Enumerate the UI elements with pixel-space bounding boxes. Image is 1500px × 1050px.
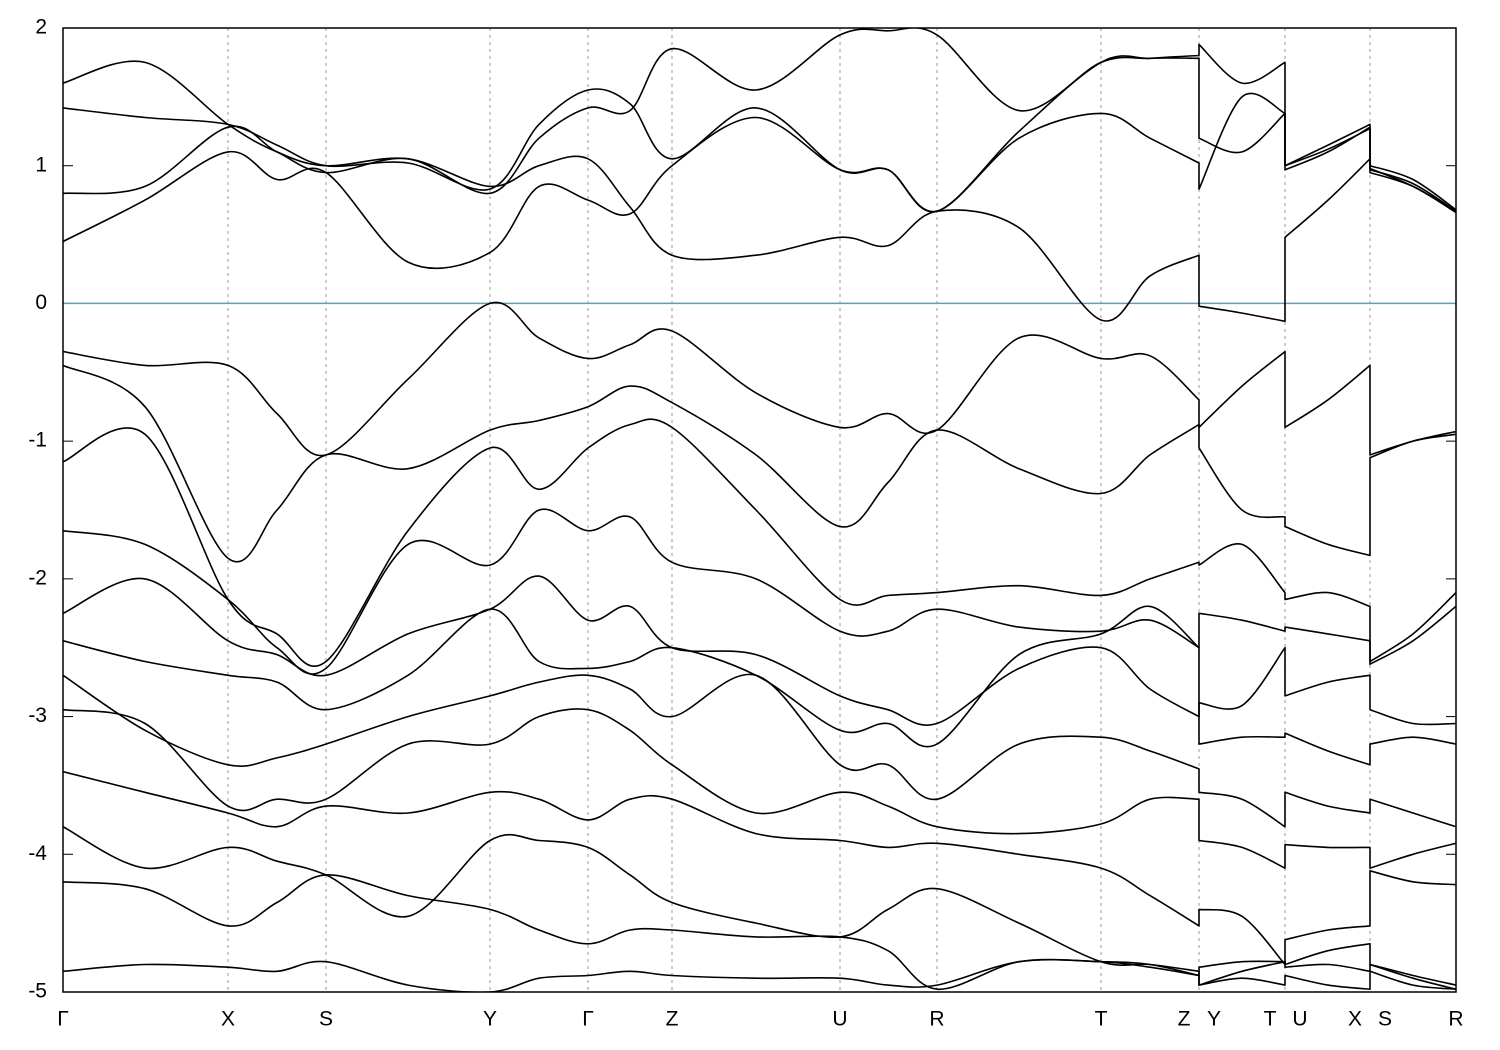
band	[63, 60, 1456, 323]
band	[63, 301, 1456, 457]
y-tick-label: 1	[35, 153, 47, 176]
band	[63, 770, 1456, 966]
x-tick-label: U	[1292, 1008, 1307, 1031]
band	[63, 55, 1456, 213]
y-tick-label: 2	[35, 16, 47, 39]
y-tick-label: -2	[28, 566, 47, 589]
band	[63, 958, 1456, 992]
band	[63, 708, 1456, 869]
band	[63, 92, 1456, 270]
band	[63, 874, 1456, 991]
x-tick-label: X	[221, 1008, 235, 1031]
x-tick-label: T	[1095, 1008, 1108, 1031]
y-tick-label: 0	[35, 291, 47, 314]
x-tick-label: Γ	[582, 1008, 594, 1031]
y-tick-label: -3	[28, 704, 47, 727]
x-tick-label: X	[1348, 1008, 1362, 1031]
x-tick-label: Z	[666, 1008, 679, 1031]
bands	[63, 28, 1456, 992]
band	[63, 28, 1456, 211]
band	[63, 825, 1456, 990]
y-tick-label: -4	[28, 842, 47, 865]
plot-frame	[62, 27, 1457, 993]
x-tick-label: Y	[483, 1008, 497, 1031]
x-tick-label: Y	[1207, 1008, 1221, 1031]
y-tick-label: -5	[28, 980, 47, 1003]
x-tick-label: Γ	[57, 1008, 69, 1031]
x-tick-label: S	[319, 1008, 333, 1031]
band	[63, 364, 1456, 563]
band	[63, 508, 1456, 675]
band	[63, 418, 1456, 668]
y-tick-label: -1	[28, 429, 47, 452]
band	[63, 673, 1456, 828]
x-tick-label: R	[929, 1008, 944, 1031]
x-tick-label: T	[1264, 1008, 1277, 1031]
band	[63, 575, 1456, 726]
grid	[63, 27, 1456, 993]
x-tick-label: Z	[1178, 1008, 1191, 1031]
x-tick-label: R	[1448, 1008, 1463, 1031]
x-tick-label: S	[1378, 1008, 1392, 1031]
band	[63, 605, 1456, 766]
x-tick-label: U	[832, 1008, 847, 1031]
